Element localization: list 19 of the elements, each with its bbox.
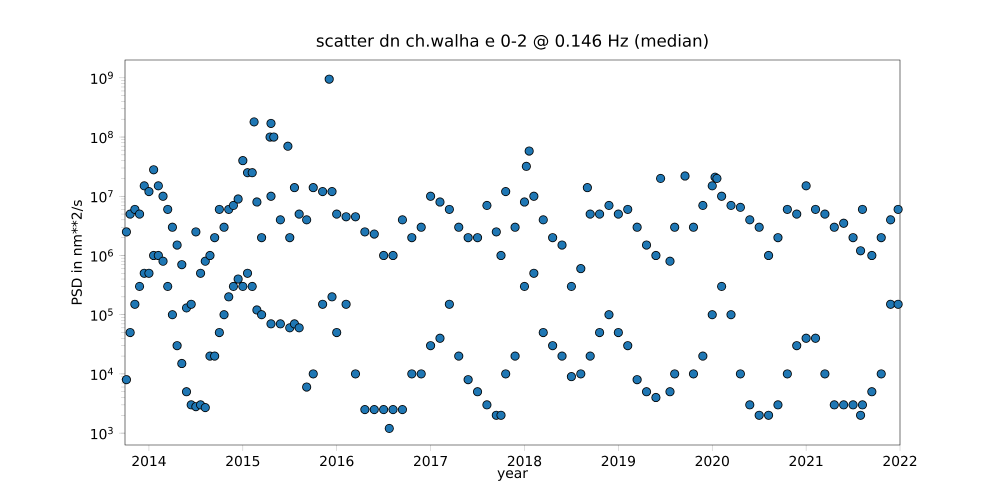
x-axis-title: year bbox=[497, 470, 528, 481]
y-tick-label: 10$^{9}$ bbox=[91, 72, 113, 84]
y-tick-label: 10$^{7}$ bbox=[91, 190, 113, 202]
x-tick-label: 2015 bbox=[226, 456, 260, 466]
chart-title: scatter dn ch.walha e 0-2 @ 0.146 Hz (median) bbox=[316, 34, 708, 50]
y-tick-label: 10$^{4}$ bbox=[91, 368, 113, 380]
x-tick-label: 2014 bbox=[132, 456, 166, 466]
y-tick-label: 10$^{3}$ bbox=[91, 426, 113, 440]
x-tick-label: 2019 bbox=[602, 456, 635, 466]
y-axis-title: PSD in nm**2/s bbox=[71, 200, 84, 304]
x-tick-label: 2016 bbox=[320, 456, 354, 466]
x-tick-label: 2022 bbox=[883, 456, 916, 466]
x-tick-label: 2020 bbox=[696, 456, 729, 466]
x-tick-label: 2017 bbox=[414, 456, 447, 466]
x-tick-label: 2018 bbox=[508, 456, 542, 466]
y-tick-label: 10$^{8}$ bbox=[91, 130, 113, 144]
y-tick-label: 10$^{6}$ bbox=[91, 249, 113, 262]
x-tick-label: 2021 bbox=[790, 456, 822, 466]
y-tick-label: 10$^{5}$ bbox=[91, 308, 113, 321]
